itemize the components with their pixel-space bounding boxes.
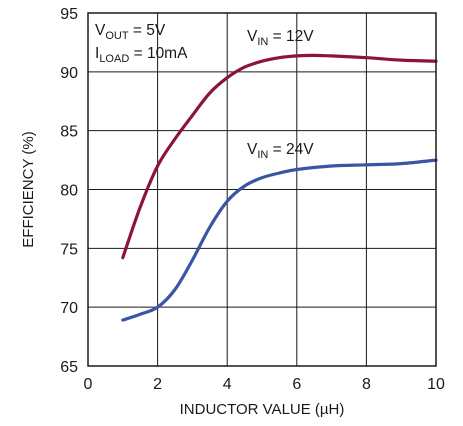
series-line-vin-24v: [121, 158, 438, 322]
ticks: 0 2 4 6 8 10 65 70 75 80 85 90 95: [60, 6, 445, 393]
condition-iload-label: ILOAD = 10mA: [95, 45, 188, 65]
series-label-vin-24v: VIN = 24V: [247, 141, 314, 161]
x-tick-label: 2: [153, 376, 162, 393]
y-tick-label: 80: [60, 183, 78, 200]
series-line-vin-12v: [121, 53, 438, 260]
y-tick-label: 85: [60, 124, 78, 141]
x-axis-label: INDUCTOR VALUE (µH): [180, 401, 345, 418]
series-label-vin-12v: VIN = 12V: [247, 28, 314, 48]
series-layer: [121, 53, 438, 322]
y-tick-label: 95: [60, 6, 78, 23]
plot-frame: [87, 12, 437, 367]
x-tick-label: 8: [362, 376, 371, 393]
x-tick-label: 6: [292, 376, 301, 393]
x-tick-label: 0: [84, 376, 93, 393]
x-tick-label: 4: [223, 376, 232, 393]
y-tick-label: 65: [60, 359, 78, 376]
y-tick-label: 90: [60, 65, 78, 82]
y-axis-label: EFFICIENCY (%): [20, 131, 37, 247]
y-tick-label: 70: [60, 300, 78, 317]
condition-vout-label: VOUT = 5V: [95, 22, 166, 42]
y-tick-label: 75: [60, 241, 78, 258]
x-tick-label: 10: [427, 376, 445, 393]
